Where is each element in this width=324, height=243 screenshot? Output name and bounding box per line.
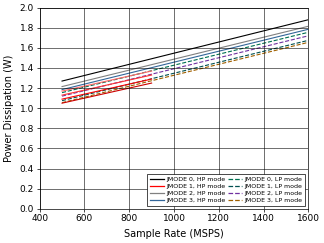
Legend: JMODE 0, HP mode, JMODE 1, HP mode, JMODE 2, HP mode, JMODE 3, HP mode, JMODE 0,: JMODE 0, HP mode, JMODE 1, HP mode, JMOD… [147,174,305,206]
Y-axis label: Power Dissipation (W): Power Dissipation (W) [4,54,14,162]
X-axis label: Sample Rate (MSPS): Sample Rate (MSPS) [124,229,224,239]
